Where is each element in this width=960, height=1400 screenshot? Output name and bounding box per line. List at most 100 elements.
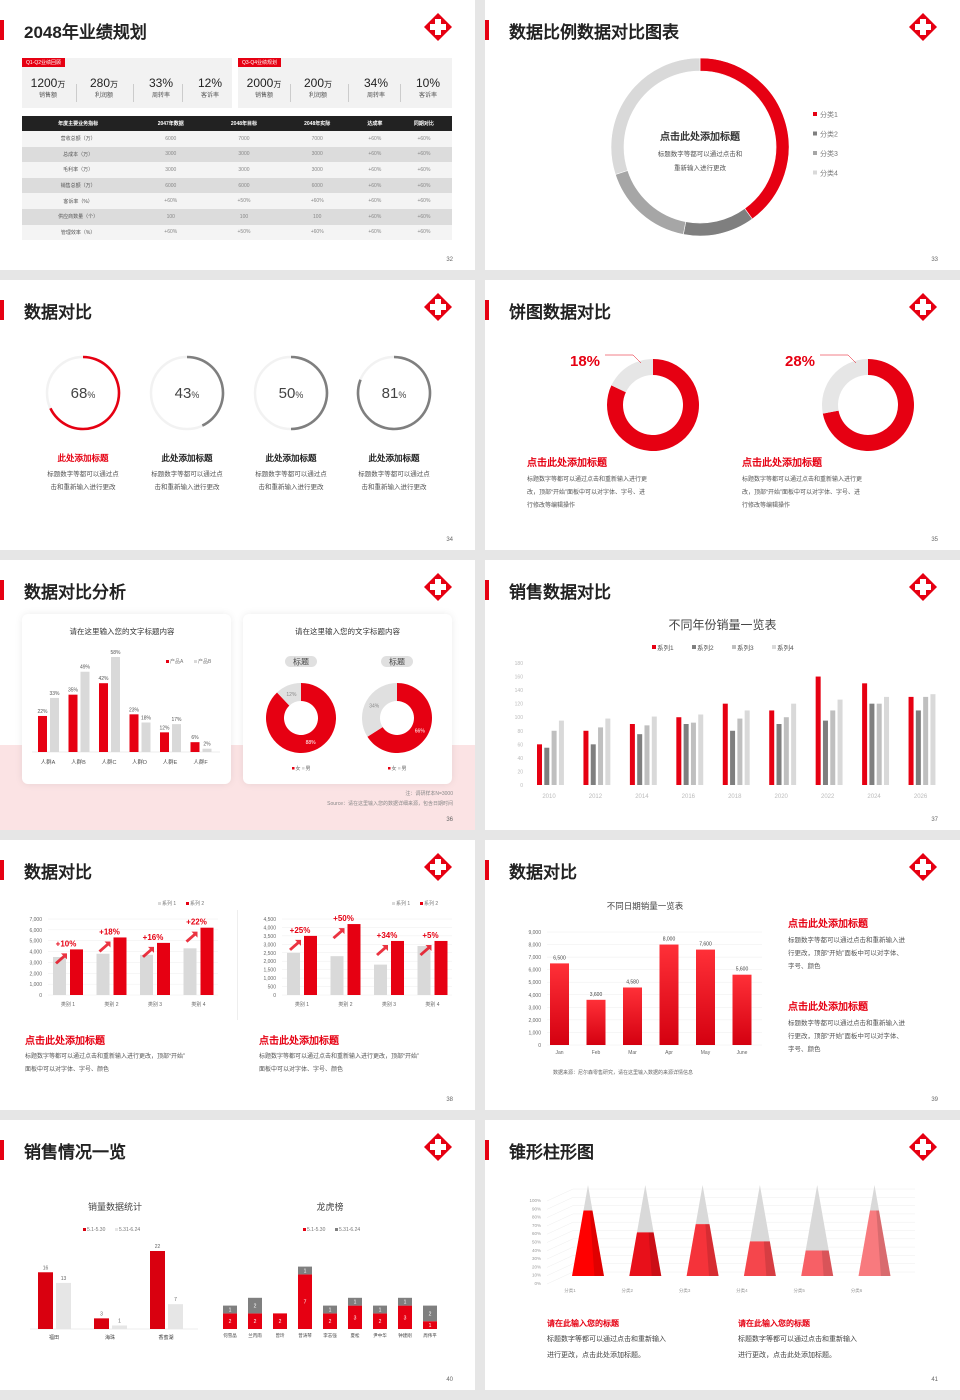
slide-39[interactable]: 数据对比 39 不同日期销量一览表 数据来源：尼尔森零售研究，请在这里输入数据的… (485, 840, 960, 1110)
block-desc: 进行更改，点击此处添加标题。 (547, 1352, 645, 1359)
legend-label: 产品A (170, 658, 184, 665)
block-title: 点击此处添加标题 (788, 1002, 868, 1013)
callout-line (820, 354, 857, 364)
kpi-value: 1200万 (22, 76, 74, 90)
bar (698, 714, 704, 785)
bar (157, 942, 170, 995)
table-row: 总成本（万） 3000 3000 3000 +60% +60% (22, 146, 452, 163)
x-tick-label: 2026 (914, 794, 928, 800)
data-label: 17% (171, 717, 182, 723)
bar-segment (223, 1313, 237, 1329)
chart-title-2: 龙虎榜 (316, 1202, 344, 1212)
bar (551, 730, 557, 785)
bar (837, 699, 843, 785)
slice-label: 12% (286, 692, 297, 698)
data-label: 12% (159, 725, 170, 731)
bar (287, 952, 300, 995)
ring-desc: 标题数字等都可以通过点 (255, 471, 327, 478)
slide-title: 数据对比 (24, 863, 92, 882)
data-label: 22% (37, 709, 48, 715)
block-desc: 标题数字等都可以通过点击和重新输入进 (788, 1020, 905, 1027)
x-tick-label: 2020 (775, 794, 789, 800)
pie-title: 点击此处添加标题 (742, 458, 822, 469)
kpi-divider (133, 84, 134, 102)
bar (822, 720, 828, 785)
growth-annotation: +10% (56, 939, 77, 948)
y-tick-label: 0 (520, 783, 523, 789)
pie-percent-label: 18% (570, 353, 600, 370)
y-tick-label: 120 (515, 702, 524, 708)
slide-33[interactable]: 数据比例数据对比图表 33 点击此处添加标题 标题数字等都可以通过点击和 重新输… (485, 0, 960, 270)
red-cross-logo-icon (424, 853, 452, 881)
legend-swatch (335, 1228, 338, 1231)
y-tick-label: 1,000 (528, 1030, 541, 1036)
y-tick-label: 0 (273, 993, 276, 999)
bar-segment (298, 1266, 312, 1275)
category-label: May (701, 1050, 711, 1056)
slide-41[interactable]: 锥形柱形图 41 0% 10% 20% 30% 40% 50% 60% 70% 80% 90% 10… (485, 1120, 960, 1390)
growth-arrow-icon (376, 944, 388, 956)
y-tick-label: 60% (532, 1231, 541, 1236)
x-tick-label: 2016 (682, 794, 696, 800)
bar (112, 1325, 127, 1329)
segment-label: 7 (304, 1300, 307, 1306)
data-label: 58% (110, 650, 121, 656)
table-row: 供应商数量（个） 100 100 100 +60% +60% (22, 208, 452, 225)
category-label: 类别 3 (382, 1001, 396, 1008)
slide-35[interactable]: 饼图数据对比 35 18% 28% 点击此处添加标题 标题数字等都可以通过点击和重新输… (485, 280, 960, 550)
legend-label: 女 (392, 765, 397, 772)
pill-label-bg (381, 656, 413, 667)
data-label: 18% (141, 716, 152, 722)
legend-swatch (166, 660, 169, 663)
bar (730, 730, 736, 785)
legend-label: 男 (402, 766, 407, 772)
bar (68, 694, 78, 752)
y-tick-label: 0% (534, 1281, 541, 1286)
segment-label: 1 (329, 1308, 332, 1314)
category-label: June (737, 1050, 748, 1056)
slide-40[interactable]: 销售情况一览 40 销量数据统计 龙虎榜 16 13 福田 3 1 海珠 22 7 香蜜湖 5.1… (0, 1120, 475, 1390)
x-tick-label: 2012 (589, 794, 603, 800)
table-cell: +60% (353, 208, 396, 225)
slide-32[interactable]: 2048年业绩规划 32 Q1-Q2业绩回顾 Q3-Q4业绩规划 年度主要业务指… (0, 0, 475, 270)
donut-slice (611, 359, 653, 393)
donut-slice (362, 683, 397, 737)
y-tick-label: 6,000 (29, 928, 42, 934)
y-tick-label: 80 (517, 729, 523, 735)
slide-37[interactable]: 销售数据对比 37 不同年份销量一览表 0 20 40 60 80 100 120 140 16… (485, 560, 960, 830)
data-label: 3,600 (590, 992, 603, 998)
pie-title: 点击此处添加标题 (527, 458, 607, 469)
y-tick-label: 4,000 (29, 950, 42, 956)
slide-36[interactable]: 数据对比分析 36 请在这里输入您的文字标题内容 请在这里输入您的文字标题内容 … (0, 560, 475, 830)
page-number: 38 (446, 1097, 453, 1103)
y-tick-label: 5,000 (29, 939, 42, 945)
bar (113, 937, 127, 995)
block-desc: 标题数字等都可以通过点击和重新输入 (738, 1336, 857, 1343)
slide-title: 销售数据对比 (509, 583, 611, 602)
kpi-divider (400, 84, 401, 102)
block-desc: 标题数字等都可以通过点击和重新输入进 (788, 937, 905, 944)
block-title: 请在此输入您的标题 (738, 1319, 810, 1328)
column-header: 2048年实际 (280, 116, 354, 131)
slide-38[interactable]: 数据对比 38 0 1,000 2,000 3,000 4,000 5,000 6,000 7… (0, 840, 475, 1110)
bar (111, 657, 120, 752)
table-cell: 营收总额（万） (22, 131, 135, 147)
ring-desc: 标题数字等都可以通过点 (358, 471, 430, 478)
chart-title: 不同年份销量一览表 (668, 618, 777, 632)
kpi-item: 34% 周转率 (350, 76, 402, 99)
bar (722, 703, 728, 785)
category-label: 曾涛琴 (298, 1332, 312, 1339)
y-tick-label: 5,000 (528, 980, 541, 986)
legend-label: 男 (306, 766, 311, 772)
bar (202, 748, 212, 752)
gridline (546, 1230, 915, 1243)
red-cross-logo-icon (909, 293, 937, 321)
legend-swatch (813, 170, 817, 175)
table-cell: +50% (207, 193, 281, 209)
gridline (546, 1255, 915, 1268)
kpi-label: 客诉率 (200, 93, 219, 99)
red-cross-logo-icon (424, 13, 452, 41)
block-title: 点击此处添加标题 (788, 919, 868, 930)
growth-arrow-icon (289, 939, 301, 951)
slide-34[interactable]: 数据对比 34 68% 43% 50% 81% 此处添加标题 标题数字等都可以通过点 击和重… (0, 280, 475, 550)
